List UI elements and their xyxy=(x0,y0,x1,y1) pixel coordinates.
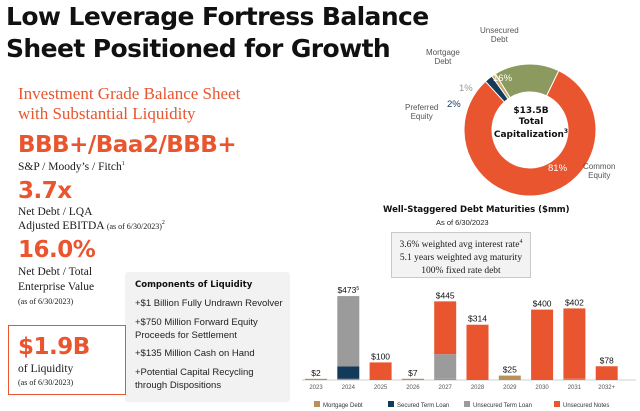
legend-swatch xyxy=(388,401,394,407)
bar-total-label: $25 xyxy=(503,365,517,375)
x-tick-label: 2028 xyxy=(471,385,485,391)
liquidity-value: $1.9B xyxy=(18,334,90,360)
bar-total-label: $2 xyxy=(311,368,321,378)
liquidity-as-of: (as of 6/30/2023) xyxy=(18,378,74,387)
bar-2028-unsecured-notes xyxy=(466,324,489,380)
liquidity-box: $1.9B of Liquidity (as of 6/30/2023) xyxy=(8,325,126,395)
bar-total-label: $402 xyxy=(565,297,584,307)
bar-2031-mortgage-debt xyxy=(563,378,586,380)
title-line-2: Sheet Positioned for Growth xyxy=(6,34,391,63)
donut-slice-mortgage-debt xyxy=(491,73,511,100)
bar-2027-unsecured-term-loan xyxy=(434,354,457,379)
component-item: +Potential Capital Recycling through Dis… xyxy=(135,367,254,391)
bar-total-label: $445 xyxy=(436,290,455,300)
common-equity-pct: 81% xyxy=(548,163,568,174)
net-debt-ev-label-2: Enterprise Value xyxy=(18,281,95,293)
net-debt-lqa-label-1: Net Debt / LQA xyxy=(18,206,93,218)
bar-2024-mortgage-debt xyxy=(337,378,360,380)
info-line-3: 100% fixed rate debt xyxy=(421,266,501,277)
bar-2025-unsecured-notes xyxy=(369,362,392,380)
bar-2024-unsecured-term-loan xyxy=(337,296,360,367)
components-of-liquidity-panel: Components of Liquidity +$1 Billion Full… xyxy=(125,272,290,402)
bar-2031-unsecured-notes xyxy=(563,308,586,379)
bar-2027-mortgage-debt xyxy=(434,378,457,380)
total-capitalization-label-2: Capitalization3 xyxy=(493,128,569,140)
x-tick-label: 2025 xyxy=(374,385,388,391)
unsecured-debt-label: Unsecured Debt xyxy=(480,26,519,44)
net-debt-lqa-label-2: Adjusted EBITDA (as of 6/30/2023)2 xyxy=(18,220,165,232)
donut-slice-common-equity xyxy=(463,69,597,197)
chart-subtitle: As of 6/30/2023 xyxy=(436,218,489,227)
credit-rating: BBB+/Baa2/BBB+ xyxy=(18,132,237,158)
info-line-2: 5.1 years weighted avg maturity xyxy=(399,253,523,264)
x-tick-label: 2030 xyxy=(535,385,549,391)
legend-label: Secured Term Loan xyxy=(397,403,449,409)
title-line-1: Low Leverage Fortress Balance xyxy=(6,2,429,31)
bar-2027-unsecured-notes xyxy=(434,301,457,355)
unsecured-debt-pct: 16% xyxy=(493,73,513,84)
x-tick-label: 2031 xyxy=(568,385,582,391)
legend-label: Unsecured Term Loan xyxy=(473,403,532,409)
legend-swatch xyxy=(464,401,470,407)
x-tick-label: 2027 xyxy=(439,385,453,391)
components-title: Components of Liquidity xyxy=(135,280,253,290)
x-tick-label: 2029 xyxy=(503,385,517,391)
maturities-bar-chart: $2 2023 $4735 2024 $100 2025 $7 2026 $445 2027 $31… xyxy=(302,285,636,409)
subtitle-line-2: with Substantial Liquidity xyxy=(18,104,196,123)
legend-label: Mortgage Debt xyxy=(323,403,363,409)
net-debt-ev-label-1: Net Debt / Total xyxy=(18,266,93,278)
bar-2024-secured-term-loan xyxy=(337,366,360,379)
x-tick-label: 2032+ xyxy=(598,385,615,391)
bar-total-label: $4735 xyxy=(337,285,359,295)
subtitle-line-1: Investment Grade Balance Sheet xyxy=(18,84,241,103)
common-equity-label: Common Equity xyxy=(583,162,616,180)
bar-total-label: $7 xyxy=(408,368,418,378)
chart-title: Well-Staggered Debt Maturities ($mm) xyxy=(383,205,570,215)
credit-rating-label: S&P / Moody’s / Fitch1 xyxy=(18,161,125,173)
bar-2030-unsecured-notes xyxy=(531,309,554,380)
preferred-equity-pct: 2% xyxy=(447,99,461,110)
donut-center-label: $13.5B Total Capitalization3 xyxy=(491,106,571,141)
total-capitalization-label-1: Total xyxy=(518,116,544,127)
bar-total-label: $100 xyxy=(371,351,390,361)
mortgage-debt-label: Mortgage Debt xyxy=(426,48,460,66)
component-item: +$750 Million Forward Equity Proceeds fo… xyxy=(135,317,258,341)
x-tick-label: 2026 xyxy=(406,385,420,391)
total-capitalization-value: $13.5B xyxy=(513,106,549,116)
net-debt-lqa-value: 3.7x xyxy=(18,178,72,204)
bar-total-label: $78 xyxy=(600,355,614,365)
x-tick-label: 2023 xyxy=(309,385,323,391)
mortgage-debt-pct: 1% xyxy=(459,83,473,94)
legend-swatch xyxy=(314,401,320,407)
preferred-equity-label: Preferred Equity xyxy=(405,103,439,121)
legend-swatch xyxy=(554,401,560,407)
net-debt-ev-as-of: (as of 6/30/2023) xyxy=(18,297,74,306)
bar-2029-mortgage-debt xyxy=(498,375,521,380)
bar-total-label: $314 xyxy=(468,314,487,324)
bar-2023-mortgage-debt xyxy=(305,378,327,380)
capitalization-donut xyxy=(463,63,597,197)
info-line-1: 3.6% weighted avg interest rate4 xyxy=(399,239,523,251)
liquidity-label: of Liquidity xyxy=(18,363,74,375)
bar-total-label: $400 xyxy=(533,299,552,309)
component-item: +$135 Million Cash on Hand xyxy=(135,348,255,359)
x-tick-label: 2024 xyxy=(342,385,356,391)
legend-label: Unsecured Notes xyxy=(563,403,609,409)
bar-2032+-unsecured-notes xyxy=(595,366,618,380)
debt-summary-box: 3.6% weighted avg interest rate4 5.1 yea… xyxy=(391,232,531,278)
bar-2026-mortgage-debt xyxy=(401,378,424,380)
net-debt-ev-value: 16.0% xyxy=(18,237,96,263)
component-item: +$1 Billion Fully Undrawn Revolver xyxy=(135,298,283,309)
